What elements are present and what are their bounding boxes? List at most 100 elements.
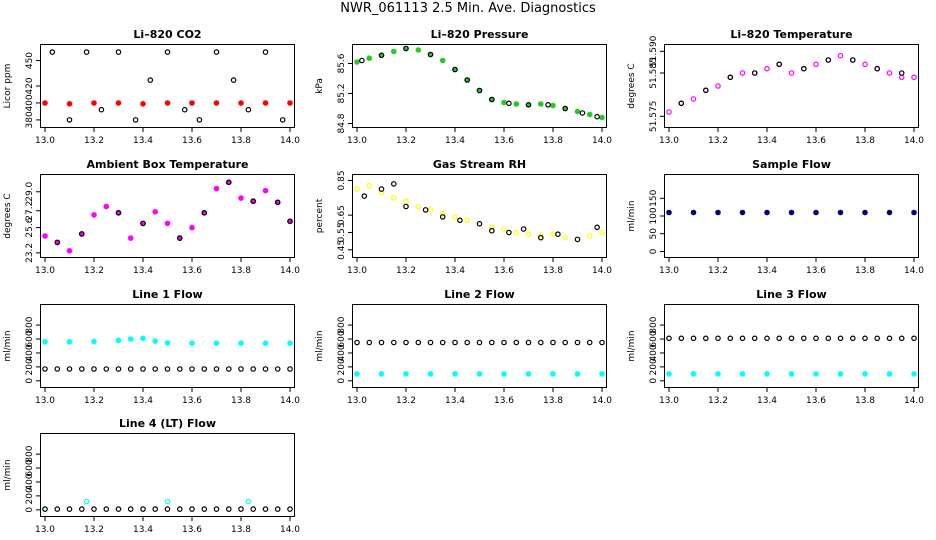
data-point (788, 70, 795, 76)
data-point (127, 506, 134, 512)
data-point (788, 335, 795, 342)
data-point (464, 77, 471, 83)
data-point (354, 339, 360, 346)
data-point (690, 209, 697, 216)
x-tick-label: 13.0 (347, 396, 367, 406)
y-tick-label: 800 (25, 316, 35, 333)
data-point (427, 207, 434, 213)
data-point (262, 506, 269, 512)
data-point (862, 335, 868, 342)
x-tick-label: 13.8 (855, 396, 875, 406)
data-point (666, 335, 672, 342)
data-point (813, 371, 819, 377)
x-tick-label: 13.8 (543, 396, 563, 406)
data-point (127, 336, 134, 342)
x-tick-label: 13.6 (494, 396, 514, 406)
data-point (501, 339, 507, 346)
x-tick-label: 14.0 (592, 136, 612, 146)
y-tick-label: 25.6 (25, 217, 35, 237)
data-point (874, 65, 881, 72)
data-point (715, 209, 721, 216)
y-axis-label: ml/min (627, 330, 637, 361)
y-tick-label: 0.55 (337, 222, 347, 242)
data-point (837, 52, 844, 59)
data-point (230, 77, 237, 83)
data-point (274, 366, 281, 372)
data-point (378, 186, 385, 192)
data-point (390, 194, 397, 201)
data-point (189, 340, 195, 347)
y-tick-label: 0 (25, 507, 35, 513)
plot-frame (40, 44, 295, 128)
data-point (525, 339, 532, 346)
data-point (115, 49, 122, 55)
y-tick-label: 400 (25, 344, 35, 361)
plot-frame (352, 174, 607, 258)
data-point (189, 366, 195, 372)
data-point (91, 506, 97, 512)
data-point (898, 335, 905, 342)
data-point (911, 371, 917, 377)
data-point (91, 212, 97, 218)
chart-title: Li–820 Pressure (431, 28, 529, 41)
data-point (140, 335, 146, 342)
y-tick-label: 800 (25, 445, 35, 462)
data-point (489, 227, 495, 234)
data-point (574, 236, 581, 243)
data-point (850, 335, 856, 342)
x-tick-label: 13.2 (396, 396, 416, 406)
data-point (599, 114, 605, 121)
data-point (415, 339, 422, 346)
data-point (403, 371, 409, 377)
x-tick-label: 13.8 (231, 136, 251, 146)
data-point (140, 506, 146, 512)
y-tick-label: 600 (25, 330, 35, 347)
data-point (274, 199, 281, 206)
data-point (427, 371, 434, 377)
data-point (739, 70, 746, 76)
data-point (238, 340, 244, 347)
data-point (476, 339, 483, 346)
data-point (78, 506, 85, 512)
data-point (586, 111, 593, 118)
x-tick-label: 13.0 (347, 266, 367, 276)
data-point (238, 506, 244, 512)
x-tick-label: 13.0 (35, 266, 55, 276)
gas-stream-rh-chart: Gas Stream RH percent 0.450.550.65 0.85 13.0… (315, 158, 612, 276)
data-point (378, 371, 385, 377)
data-point (213, 340, 220, 347)
data-point (599, 339, 605, 346)
data-point (452, 214, 458, 220)
li820-temperature-chart: Li–820 Temperature degrees C 51.575 51.5855… (627, 28, 924, 146)
data-point (555, 231, 561, 238)
data-point (898, 70, 905, 76)
data-point (378, 339, 385, 346)
data-point (262, 366, 269, 372)
x-tick-label: 13.8 (855, 266, 875, 276)
x-tick-label: 13.4 (757, 396, 777, 406)
x-tick-label: 13.0 (35, 136, 55, 146)
y-tick-label: 200 (649, 358, 659, 375)
chart-title: Li–820 Temperature (730, 28, 852, 41)
data-point (164, 506, 171, 512)
data-point (439, 57, 446, 64)
y-tick-label: 0 (25, 378, 35, 384)
y-tick-label: 400 (337, 344, 347, 361)
data-point (574, 339, 581, 346)
data-point (776, 335, 783, 342)
data-point (666, 209, 672, 216)
y-axis-label: kPa (315, 78, 325, 94)
data-point (42, 366, 48, 372)
y-tick-label: 0.85 (337, 170, 347, 190)
data-point (850, 57, 856, 63)
x-tick-label: 13.4 (757, 136, 777, 146)
y-axis-label: Licor ppm (3, 64, 13, 109)
data-point (562, 339, 569, 346)
x-tick-label: 13.4 (445, 266, 465, 276)
data-point (545, 101, 551, 108)
y-tick-label: 400 (649, 344, 659, 361)
x-tick-label: 13.0 (35, 525, 55, 535)
data-point (354, 186, 360, 192)
data-point (287, 218, 293, 225)
